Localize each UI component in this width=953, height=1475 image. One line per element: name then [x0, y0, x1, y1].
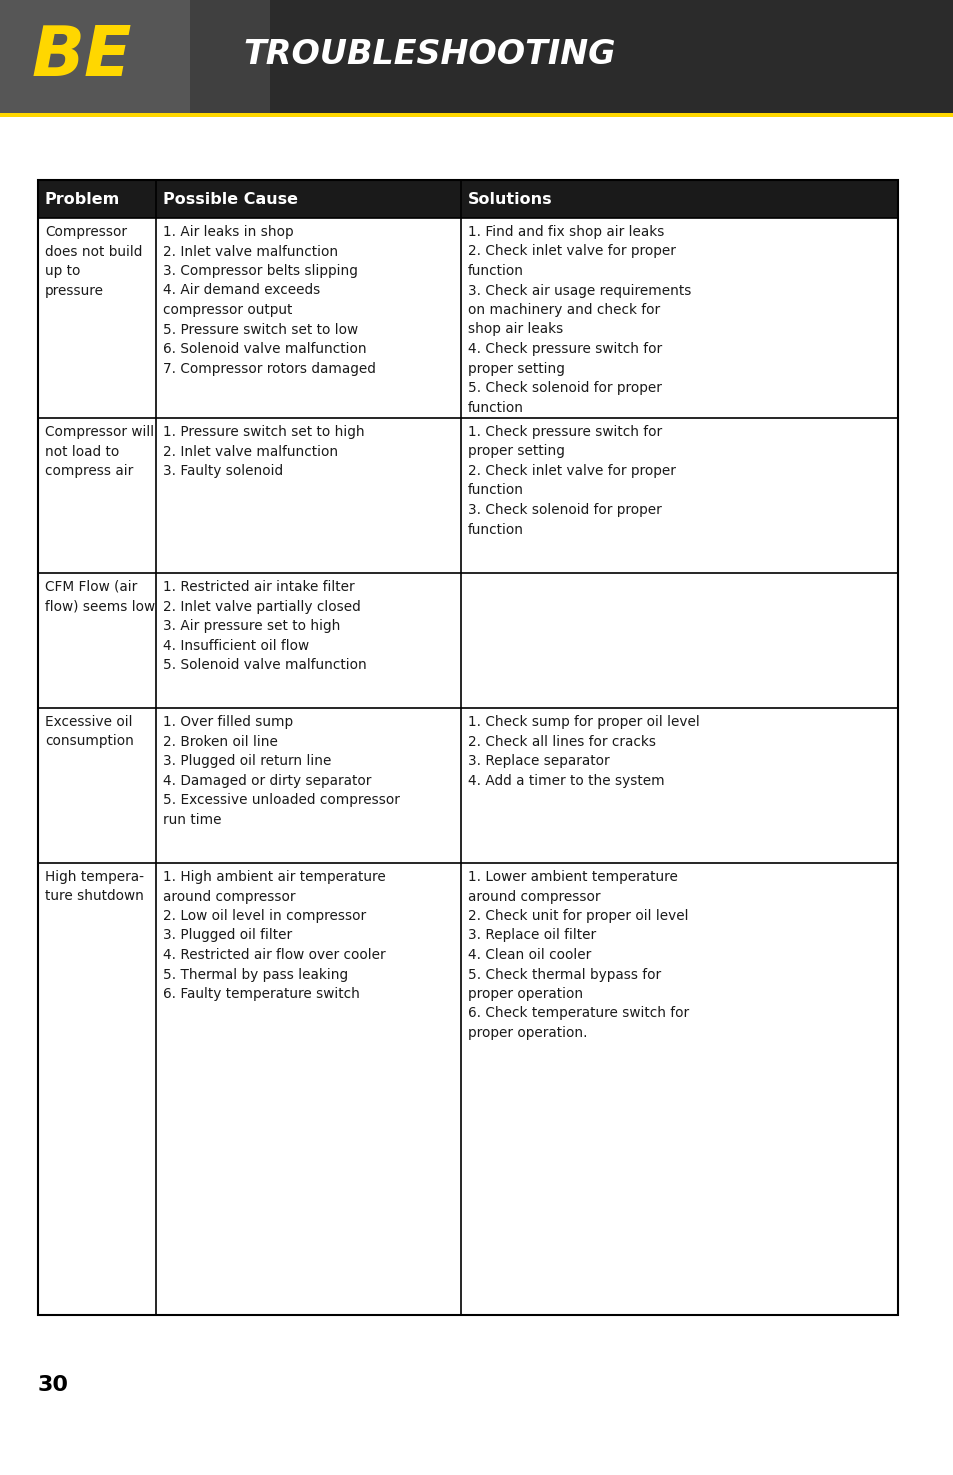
Text: 1. Check sump for proper oil level
2. Check all lines for cracks
3. Replace sepa: 1. Check sump for proper oil level 2. Ch… — [468, 715, 699, 788]
Text: 30: 30 — [38, 1375, 69, 1395]
Text: Solutions: Solutions — [468, 192, 552, 206]
Text: 1. Lower ambient temperature
around compressor
2. Check unit for proper oil leve: 1. Lower ambient temperature around comp… — [468, 870, 688, 1040]
Text: BE: BE — [32, 24, 132, 90]
Text: 1. Air leaks in shop
2. Inlet valve malfunction
3. Compressor belts slipping
4. : 1. Air leaks in shop 2. Inlet valve malf… — [163, 226, 375, 376]
Text: Compressor
does not build
up to
pressure: Compressor does not build up to pressure — [45, 226, 142, 298]
Text: CFM Flow (air
flow) seems low: CFM Flow (air flow) seems low — [45, 580, 155, 614]
Text: 1. Over filled sump
2. Broken oil line
3. Plugged oil return line
4. Damaged or : 1. Over filled sump 2. Broken oil line 3… — [163, 715, 399, 826]
Bar — [0, 0, 254, 114]
Text: Excessive oil
consumption: Excessive oil consumption — [45, 715, 133, 748]
Bar — [38, 180, 897, 1316]
Text: 1. High ambient air temperature
around compressor
2. Low oil level in compressor: 1. High ambient air temperature around c… — [163, 870, 385, 1002]
Bar — [190, 0, 270, 114]
Bar — [0, 114, 953, 117]
Text: High tempera-
ture shutdown: High tempera- ture shutdown — [45, 870, 144, 904]
Bar — [38, 863, 897, 1103]
Text: 1. Find and fix shop air leaks
2. Check inlet valve for proper
function
3. Check: 1. Find and fix shop air leaks 2. Check … — [468, 226, 691, 414]
Bar — [38, 417, 897, 572]
Text: 1. Check pressure switch for
proper setting
2. Check inlet valve for proper
func: 1. Check pressure switch for proper sett… — [468, 425, 675, 537]
Text: Possible Cause: Possible Cause — [163, 192, 297, 206]
Text: 1. Pressure switch set to high
2. Inlet valve malfunction
3. Faulty solenoid: 1. Pressure switch set to high 2. Inlet … — [163, 425, 364, 478]
Bar — [38, 572, 897, 708]
Bar — [38, 708, 897, 863]
Text: Problem: Problem — [45, 192, 120, 206]
Bar — [38, 218, 897, 417]
Bar — [38, 180, 897, 218]
Bar — [0, 0, 953, 114]
Text: Compressor will
not load to
compress air: Compressor will not load to compress air — [45, 425, 154, 478]
Text: TROUBLESHOOTING: TROUBLESHOOTING — [244, 38, 616, 71]
Text: 1. Restricted air intake filter
2. Inlet valve partially closed
3. Air pressure : 1. Restricted air intake filter 2. Inlet… — [163, 580, 366, 673]
